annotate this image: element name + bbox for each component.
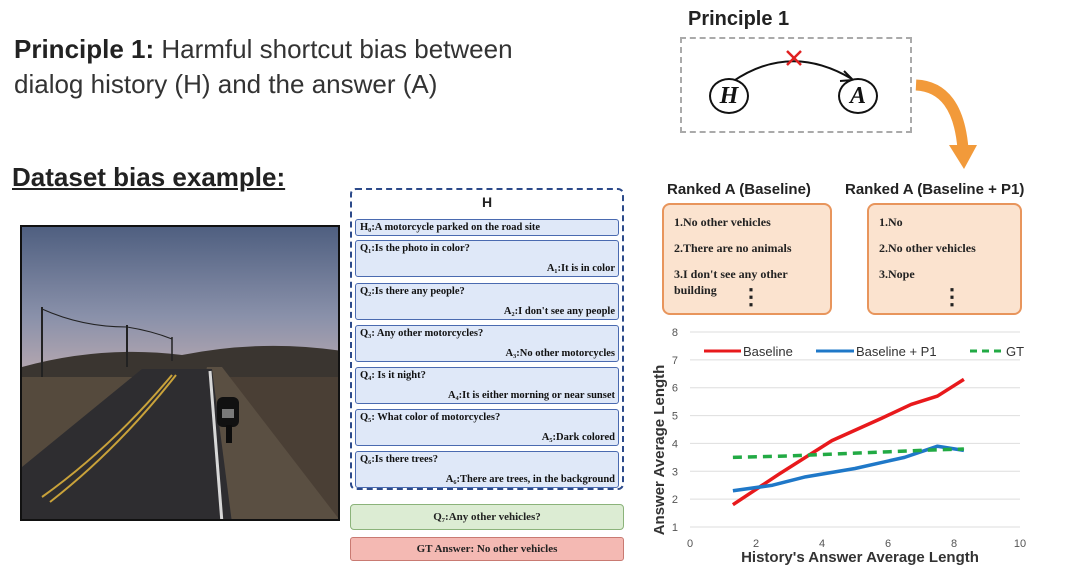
x-tick-label: 0 — [687, 538, 693, 550]
answer-text: A₂:I don't see any people — [503, 306, 615, 317]
ranked-item: 3.I don't see any other — [674, 267, 788, 281]
x-axis-label: History's Answer Average Length — [741, 549, 979, 566]
question-text: Q₆:Is there trees? — [360, 454, 438, 465]
answer-text: A₁:It is in color — [546, 263, 615, 274]
node-a: A — [838, 78, 878, 114]
ranked-p1-box: 1.No 2.No other vehicles 3.Nope ⋮ — [867, 203, 1022, 315]
ranked-p1-title: Ranked A (Baseline + P1) — [845, 181, 1025, 198]
y-tick-label: 1 — [672, 522, 678, 534]
principle-statement: Principle 1: Harmful shortcut bias betwe… — [14, 32, 654, 102]
h-to-a-arrow — [731, 60, 853, 83]
node-h: H — [709, 78, 749, 114]
ranked-baseline-box: 1.No other vehicles 2.There are no anima… — [662, 203, 832, 315]
answer-length-chart: 1 2 3 4 5 6 7 8 0 2 4 6 8 10 History's Answer Average… — [651, 327, 1026, 566]
series-line-gt — [732, 447, 964, 460]
question-text: Q₄: Is it night? — [360, 370, 426, 381]
gt-answer: GT Answer: No other vehicles — [350, 537, 624, 561]
road-photo — [20, 225, 340, 521]
ranked-item: 2.No other vehicles — [879, 241, 976, 255]
question-text: Q₃: Any other motorcycles? — [360, 328, 484, 339]
principle-label: Principle 1: — [14, 34, 155, 64]
ranked-item: 1.No other vehicles — [674, 215, 771, 229]
chart-lines — [731, 377, 965, 507]
history-round-6: Q₆:Is there trees? A₆:There are trees, i… — [355, 451, 619, 488]
cut-cross-icon — [786, 50, 802, 66]
diagram-arrows — [731, 50, 977, 169]
motorcycle-road-image — [22, 227, 338, 519]
y-tick-label: 2 — [672, 494, 678, 506]
chart-gridlines — [690, 331, 1020, 528]
history-title: H — [481, 194, 493, 210]
more-dots-icon: ⋮ — [740, 284, 762, 309]
history-round-2: Q₂:Is there any people? A₂:I don't see a… — [355, 283, 619, 320]
series-line-baseline-p1 — [732, 444, 965, 493]
x-tick-label: 10 — [1014, 538, 1026, 550]
chart-ticks: 1 2 3 4 5 6 7 8 0 2 4 6 8 10 — [672, 327, 1026, 550]
ranked-item: 3.Nope — [879, 267, 915, 281]
diagram-title: Principle 1 — [688, 8, 790, 30]
history-round-1: Q₁:Is the photo in color? A₁:It is in co… — [355, 240, 619, 277]
dataset-bias-title: Dataset bias example: — [12, 162, 286, 192]
history-box — [350, 188, 624, 490]
answer-text: A₅:Dark colored — [541, 432, 615, 443]
y-tick-label: 6 — [672, 383, 678, 395]
principle-line1: Harmful shortcut bias between — [154, 34, 513, 64]
more-dots-icon: ⋮ — [941, 284, 963, 309]
legend-baseline-p1: Baseline + P1 — [856, 344, 937, 359]
ranked-item: 2.There are no animals — [674, 241, 792, 255]
legend-gt: GT — [1006, 344, 1024, 359]
orange-curved-arrow-icon — [915, 79, 977, 169]
history-round-3: Q₃: Any other motorcycles? A₃:No other m… — [355, 325, 619, 362]
x-tick-label: 2 — [753, 538, 759, 550]
motorcycle-icon — [217, 397, 239, 443]
y-tick-label: 5 — [672, 411, 678, 423]
principle-line2: dialog history (H) and the answer (A) — [14, 69, 438, 99]
question-text: Q₁:Is the photo in color? — [360, 243, 470, 254]
ranked-baseline-title: Ranked A (Baseline) — [667, 181, 811, 198]
answer-text: A₆:There are trees, in the background — [445, 474, 615, 485]
diagram-box — [680, 37, 912, 133]
y-axis-label: Answer Average Length — [651, 365, 668, 536]
question-text: Q₂:Is there any people? — [360, 286, 465, 297]
history-round-5: Q₅: What color of motorcycles? A₅:Dark c… — [355, 409, 619, 446]
current-question: Q₇:Any other vehicles? — [350, 504, 624, 530]
y-tick-label: 3 — [672, 466, 678, 478]
x-tick-label: 6 — [885, 538, 891, 550]
caption-text: H₀:A motorcycle parked on the road site — [360, 222, 541, 233]
ranked-item: building — [674, 283, 717, 297]
history-caption: H₀:A motorcycle parked on the road site — [355, 219, 619, 236]
chart-legend: Baseline Baseline + P1 GT — [704, 344, 1024, 359]
answer-text: A₄:It is either morning or near sunset — [447, 390, 615, 401]
y-tick-label: 8 — [672, 327, 678, 339]
x-tick-label: 8 — [951, 538, 957, 550]
answer-text: A₃:No other motorcycles — [505, 348, 615, 359]
legend-baseline: Baseline — [743, 344, 793, 359]
series-line-baseline — [731, 377, 965, 507]
question-text: Q₅: What color of motorcycles? — [360, 412, 501, 423]
history-round-4: Q₄: Is it night? A₄:It is either morning… — [355, 367, 619, 404]
y-tick-label: 7 — [672, 355, 678, 367]
ranked-item: 1.No — [879, 215, 903, 229]
y-tick-label: 4 — [672, 438, 678, 450]
x-tick-label: 4 — [819, 538, 825, 550]
